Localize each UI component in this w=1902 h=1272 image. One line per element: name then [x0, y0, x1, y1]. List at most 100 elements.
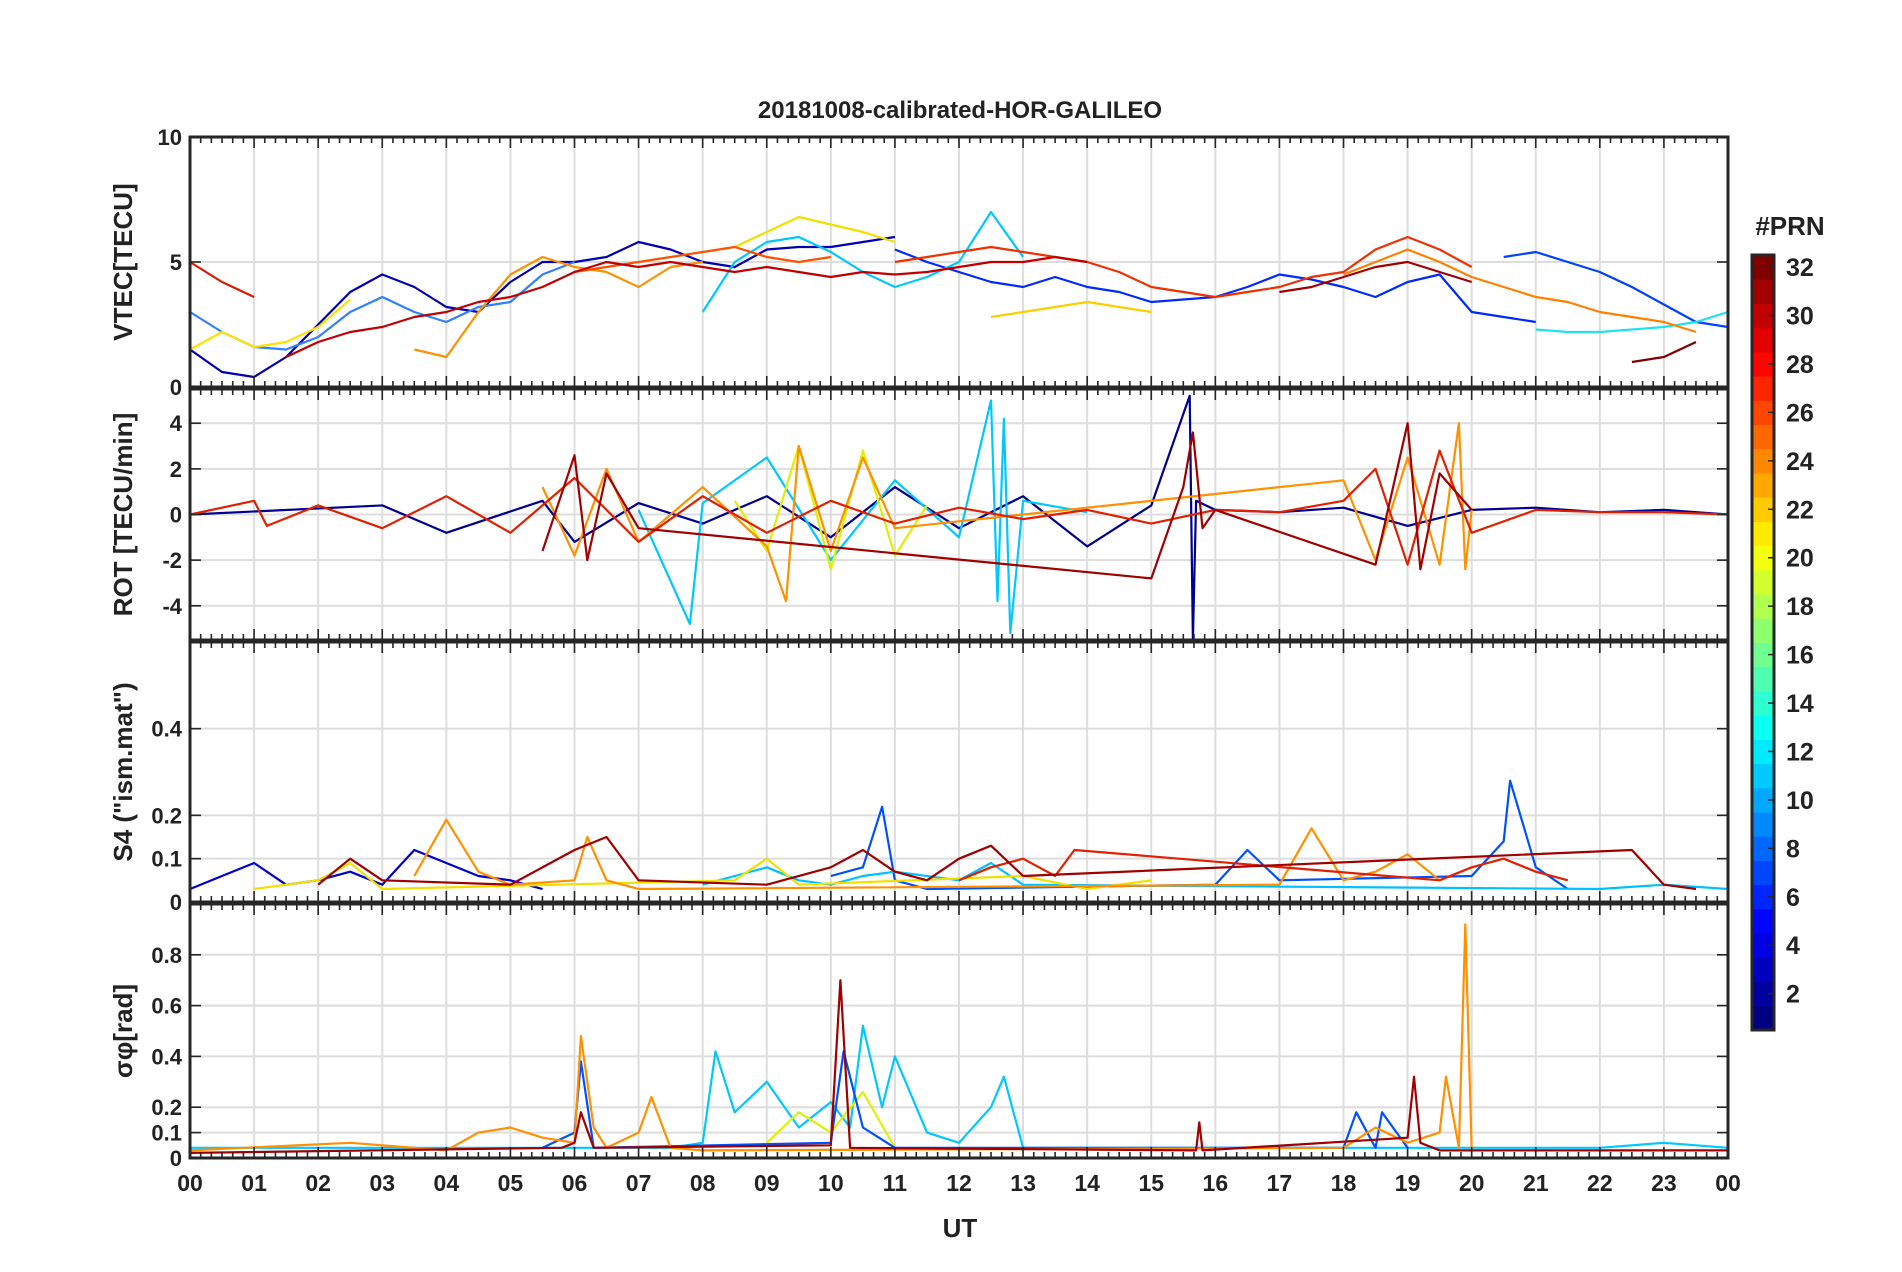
series-group [190, 394, 1728, 640]
y-tick-label: 4 [170, 411, 183, 436]
series-line-prn-29 [190, 261, 255, 298]
series-line-prn-2 [190, 235, 896, 379]
y-axis-label: σφ[rad] [108, 984, 138, 1078]
y-tick-label: 0 [170, 375, 182, 400]
series-line-prn-27 [894, 235, 1473, 299]
x-tick-label: 21 [1523, 1170, 1549, 1196]
x-tick-label: 17 [1267, 1170, 1293, 1196]
colorbar-tick-label: 14 [1786, 690, 1814, 718]
panel-vtec: 0 5 10 VTEC[TECU] [108, 125, 1730, 400]
colorbar-segment [1752, 351, 1774, 377]
series-line-prn-11 [637, 399, 1088, 635]
series-line-prn-21 [990, 300, 1152, 319]
x-tick-label: 19 [1395, 1170, 1421, 1196]
y-axis-label: ROT [TECU/min] [108, 413, 138, 617]
series-line-prn-23 [541, 422, 1473, 603]
colorbar-tick-label: 24 [1786, 448, 1814, 476]
series-line-prn-30 [317, 835, 1697, 891]
x-tick-label: 04 [434, 1170, 460, 1196]
series-line-prn-24 [1343, 248, 1697, 334]
colorbar-tick-label: 32 [1786, 254, 1814, 282]
y-tick-label: 10 [158, 125, 182, 150]
colorbar-segment [1752, 618, 1774, 643]
x-axis-label: UT [943, 1213, 978, 1243]
y-tick-label: 0.4 [151, 1044, 182, 1069]
y-tick-label: 0.4 [151, 717, 182, 742]
colorbar-segment [1752, 787, 1774, 813]
colorbar-tick-label: 4 [1786, 932, 1800, 960]
x-tick-label: 13 [1010, 1170, 1036, 1196]
colorbar-segment [1752, 884, 1774, 910]
colorbar-segment [1752, 1005, 1774, 1031]
colorbar-segment [1752, 569, 1774, 595]
colorbar-segment [1752, 303, 1774, 329]
series-line-prn-20 [190, 298, 351, 351]
series-line-prn-19 [733, 444, 928, 571]
axes-frame [188, 902, 1730, 1160]
y-tick-label: -4 [162, 594, 182, 619]
series-line-prn-30 [285, 255, 1088, 358]
colorbar-frame [1750, 253, 1776, 1032]
colorbar-segment [1752, 545, 1774, 571]
series-line-prn-30 [541, 422, 1473, 580]
colorbar-segment [1752, 836, 1774, 861]
series-line-prn-19 [734, 215, 896, 248]
x-tick-label: 02 [305, 1170, 331, 1196]
x-tick-label: 08 [690, 1170, 716, 1196]
y-tick-label: 0.2 [151, 1095, 182, 1120]
y-tick-label: 0.1 [151, 1121, 182, 1146]
axes-frame [188, 640, 1730, 904]
x-tick-label: 12 [946, 1170, 972, 1196]
series-line-prn-32 [1631, 341, 1697, 364]
x-tick-label: 09 [754, 1170, 780, 1196]
colorbar-segment [1752, 739, 1774, 765]
colorbar-tick-label: 30 [1786, 303, 1814, 331]
y-tick-label: 0 [170, 1146, 182, 1171]
series-line-prn-20 [253, 857, 1152, 891]
y-axis-label: VTEC[TECU] [108, 183, 138, 340]
colorbar-segment [1752, 279, 1774, 304]
colorbar-tick-label: 6 [1786, 884, 1800, 912]
x-tick-label: 06 [562, 1170, 588, 1196]
colorbar-segment [1752, 957, 1774, 983]
y-tick-label: 0.2 [151, 803, 182, 828]
colorbar-segment [1752, 715, 1774, 740]
colorbar-segment [1752, 690, 1774, 716]
panel-s4: 0 0.1 0.2 0.4 S4 ("ism.mat") [108, 640, 1730, 915]
x-tick-label: 05 [498, 1170, 524, 1196]
series-line-prn-23 [414, 255, 703, 359]
colorbar-segment [1752, 400, 1774, 426]
x-tick-labels: 00 01 02 03 04 05 06 07 08 09 10 11 12 13 14 15 16 17 18 19… [177, 1170, 1741, 1196]
x-tick-label: 20 [1459, 1170, 1485, 1196]
x-tick-label: 23 [1651, 1170, 1677, 1196]
colorbar-segment [1752, 594, 1774, 619]
colorbar-segment [1752, 448, 1774, 474]
series-line-prn-23 [190, 923, 1473, 1152]
colorbar-segment [1752, 472, 1774, 498]
colorbar-segment [1752, 497, 1774, 522]
series-line-prn-31 [1279, 260, 1473, 294]
series-line-prn-6 [542, 1050, 1409, 1149]
colorbar-segment [1752, 642, 1774, 668]
series-line-prn-5 [1503, 250, 1728, 329]
y-tick-label: 0.6 [151, 994, 182, 1019]
series-group [190, 210, 1728, 379]
x-tick-label: 15 [1138, 1170, 1164, 1196]
colorbar-label: #PRN [1755, 211, 1824, 241]
colorbar-tick-label: 12 [1786, 738, 1814, 766]
colorbar-segment [1752, 424, 1774, 450]
x-tick-label: 16 [1203, 1170, 1229, 1196]
y-tick-label: -2 [162, 548, 182, 573]
series-line-prn-6 [830, 779, 1569, 891]
y-tick-label: 2 [170, 457, 182, 482]
x-tick-label: 01 [241, 1170, 267, 1196]
y-tick-label: 0 [170, 503, 182, 528]
series-line-prn-11 [190, 1024, 1728, 1149]
x-tick-label: 03 [369, 1170, 395, 1196]
panel-rot: -4 -2 0 2 4 ROT [TECU/min] [108, 387, 1730, 642]
colorbar-segment [1752, 860, 1774, 886]
x-tick-label: 18 [1331, 1170, 1357, 1196]
x-tick-label: 10 [818, 1170, 844, 1196]
